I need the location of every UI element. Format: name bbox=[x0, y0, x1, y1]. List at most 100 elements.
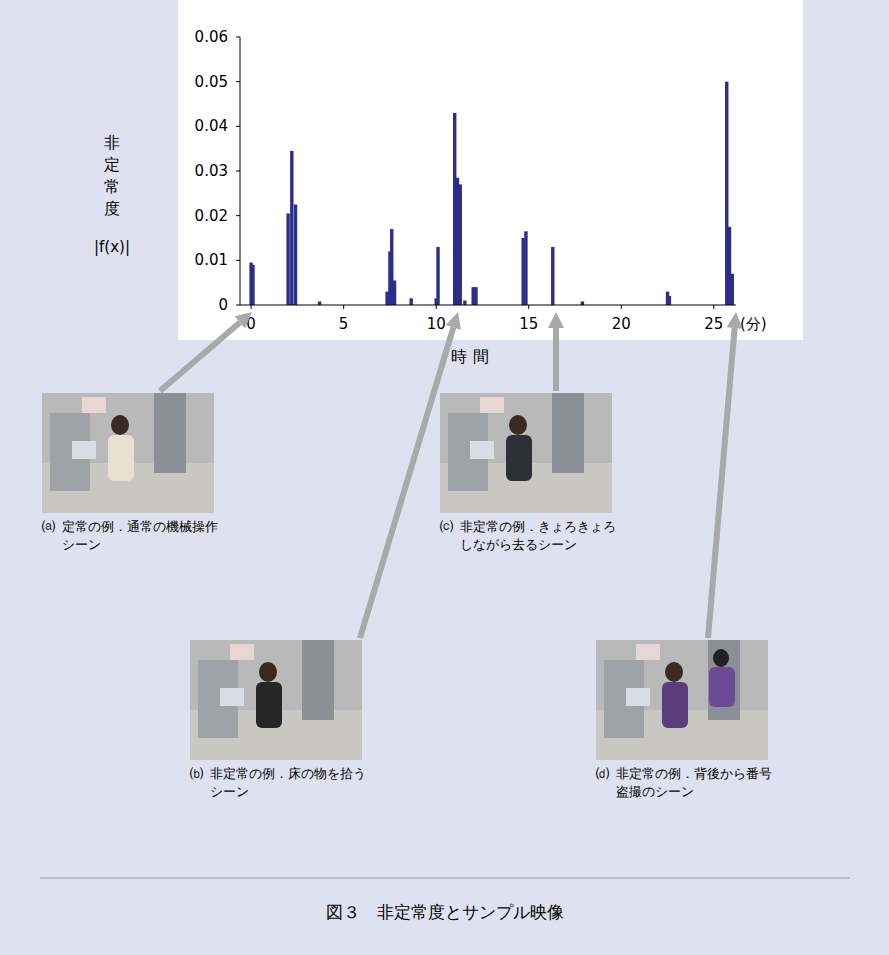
x-tick bbox=[251, 305, 252, 309]
caption-rule bbox=[40, 878, 850, 879]
x-tick-label: 5 bbox=[339, 315, 349, 333]
x-tick-label: 10 bbox=[427, 315, 446, 333]
photo-person-head bbox=[259, 662, 277, 682]
bar bbox=[668, 296, 671, 305]
y-tick-label: 0.05 bbox=[195, 73, 228, 91]
panel-label: ⒟ bbox=[596, 766, 609, 781]
bar bbox=[474, 287, 477, 305]
bar bbox=[731, 274, 734, 305]
arrow-head bbox=[727, 312, 743, 329]
panel-caption-line: 非定常の例．床の物を拾う bbox=[210, 766, 366, 781]
photo-screen bbox=[470, 441, 494, 459]
photo bbox=[596, 640, 768, 760]
y-tick-label: 0.06 bbox=[195, 28, 228, 46]
x-tick bbox=[713, 305, 714, 309]
arrow-shaft bbox=[360, 327, 453, 638]
bar bbox=[524, 231, 527, 305]
photo-door bbox=[154, 393, 186, 473]
y-axis-title-char: 定 bbox=[104, 155, 120, 174]
panel-caption: 非定常の例．床の物を拾うシーン bbox=[210, 766, 366, 799]
bars bbox=[249, 82, 734, 305]
bar bbox=[294, 205, 297, 306]
photo-door bbox=[708, 640, 740, 720]
y-tick-label: 0.03 bbox=[195, 162, 228, 180]
photo-screen bbox=[72, 441, 96, 459]
background bbox=[0, 0, 889, 955]
arrow-shaft bbox=[708, 328, 735, 638]
x-axis-title: 時 間 bbox=[451, 347, 488, 366]
panel-caption-line: 非定常の例．背後から番号 bbox=[616, 766, 772, 781]
panel-label: ⒝ bbox=[190, 766, 203, 781]
panel-caption-line: 定常の例．通常の機械操作 bbox=[62, 519, 218, 534]
bar bbox=[393, 280, 396, 305]
bar bbox=[318, 301, 321, 305]
y-axis-title-char: 非 bbox=[104, 133, 120, 152]
arrow-shaft bbox=[553, 328, 559, 391]
y-tick-label: 0.04 bbox=[195, 117, 228, 135]
y-tick-label: 0.01 bbox=[195, 251, 228, 269]
x-tick-label: 25 bbox=[704, 315, 723, 333]
panel-caption-line: シーン bbox=[210, 784, 249, 799]
x-tick bbox=[621, 305, 622, 309]
x-tick bbox=[528, 305, 529, 309]
photo-person-head bbox=[509, 415, 527, 435]
panel-caption: 定常の例．通常の機械操作シーン bbox=[62, 519, 218, 552]
photo-person2-body bbox=[709, 667, 735, 707]
photo-person-body bbox=[506, 435, 532, 481]
x-tick-label: 20 bbox=[612, 315, 631, 333]
chart-panel bbox=[178, 0, 803, 340]
panel-caption-line: 非定常の例．きょろきょろ bbox=[460, 519, 616, 534]
panel-caption-line: しながら去るシーン bbox=[460, 537, 577, 552]
y-tick bbox=[236, 37, 240, 38]
y-axis-title-2: |f(x)| bbox=[94, 238, 130, 256]
y-tick-label: 0.02 bbox=[195, 207, 228, 225]
y-axis-title-char: 度 bbox=[104, 199, 120, 218]
panel-caption: 非定常の例．背後から番号盗撮のシーン bbox=[616, 766, 772, 799]
panel-caption-line: シーン bbox=[62, 537, 101, 552]
x-tick-label: 15 bbox=[519, 315, 538, 333]
photo-bg bbox=[42, 393, 214, 513]
x-axis bbox=[240, 305, 736, 306]
bar bbox=[436, 247, 439, 305]
photo-poster bbox=[230, 644, 254, 660]
arrow-head bbox=[235, 312, 252, 328]
bar bbox=[463, 301, 466, 305]
photo-poster bbox=[480, 397, 504, 413]
panel-label: ⒜ bbox=[42, 519, 55, 534]
photo bbox=[190, 640, 362, 760]
arrow-head bbox=[548, 312, 564, 328]
panel-label: ⒞ bbox=[440, 519, 453, 534]
photo-bg bbox=[190, 640, 362, 760]
bar bbox=[251, 265, 254, 305]
x-unit: (分) bbox=[740, 315, 767, 333]
panel-caption: 非定常の例．きょろきょろしながら去るシーン bbox=[460, 519, 616, 552]
figure-caption: 図３ 非定常度とサンプル映像 bbox=[326, 902, 564, 922]
y-tick bbox=[236, 126, 240, 127]
y-tick bbox=[236, 215, 240, 216]
photo-person-head bbox=[665, 662, 683, 682]
photo-person2-head bbox=[713, 649, 729, 667]
arrow-shaft bbox=[160, 322, 240, 391]
photo-bg bbox=[596, 640, 768, 760]
panel-caption-line: 盗撮のシーン bbox=[616, 784, 694, 799]
y-tick bbox=[236, 81, 240, 82]
y-tick bbox=[236, 260, 240, 261]
bar bbox=[551, 247, 554, 305]
bar bbox=[290, 151, 293, 305]
y-tick-label: 0 bbox=[218, 296, 228, 314]
y-axis-title-char: 常 bbox=[104, 177, 120, 196]
photo-person-body bbox=[256, 682, 282, 728]
figure: 00.010.020.030.040.050.060510152025(分)時 … bbox=[0, 0, 889, 955]
photo-person-body bbox=[108, 435, 134, 481]
photo-poster bbox=[82, 397, 106, 413]
bar bbox=[409, 298, 412, 305]
photo bbox=[440, 393, 612, 513]
photo-door bbox=[552, 393, 584, 473]
y-tick bbox=[236, 305, 240, 306]
photo-person-head bbox=[111, 415, 129, 435]
bar bbox=[286, 213, 289, 305]
y-axis-title: 非定常度 bbox=[104, 133, 120, 218]
photo-screen bbox=[626, 688, 650, 706]
photo-bg bbox=[440, 393, 612, 513]
arrow-head bbox=[446, 312, 461, 330]
